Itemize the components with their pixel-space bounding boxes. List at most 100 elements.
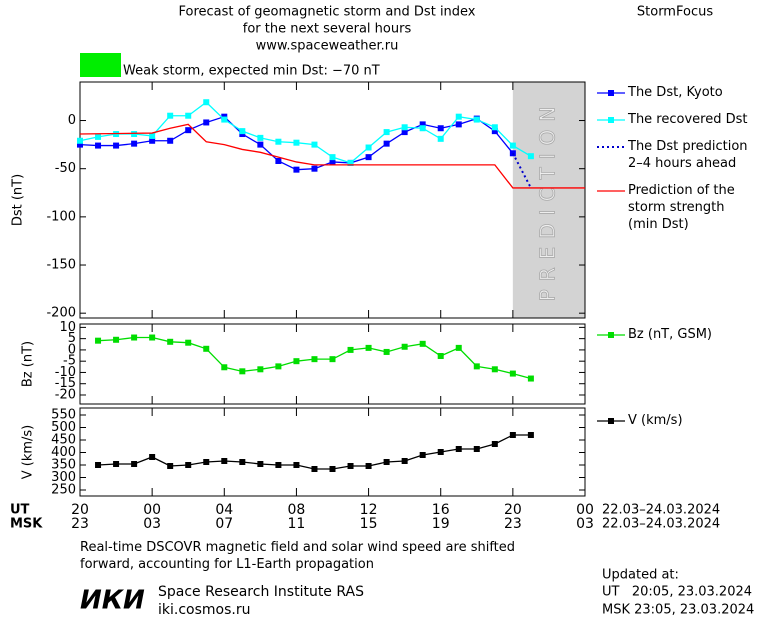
data-point xyxy=(455,446,462,452)
y-axis-label: Bz (nT) xyxy=(21,341,36,387)
data-point xyxy=(131,461,138,467)
data-point xyxy=(131,131,138,138)
data-point xyxy=(275,138,282,145)
y-tick-label: 0 xyxy=(68,342,76,357)
plot-frame xyxy=(79,323,586,405)
data-point xyxy=(203,345,210,352)
date-range: 22.03–24.03.2024 xyxy=(602,517,720,532)
data-point xyxy=(113,142,120,149)
x-row-label: MSK xyxy=(10,517,43,532)
y-tick-label: 300 xyxy=(51,470,76,485)
title-line: www.spaceweather.ru xyxy=(256,39,399,54)
data-point xyxy=(401,129,408,136)
x-tick-label: 20 xyxy=(71,502,89,518)
y-tick-label: 0 xyxy=(68,113,76,128)
data-point xyxy=(77,141,83,148)
data-point xyxy=(113,461,120,467)
data-point xyxy=(455,121,462,128)
legend-label: The Dst prediction 2–4 hours ahead xyxy=(628,139,748,171)
x2-tick-label: 03 xyxy=(143,516,161,532)
plot-frame xyxy=(79,81,586,319)
data-point xyxy=(131,140,138,147)
institute: Space Research Institute RAS xyxy=(158,584,364,600)
data-point xyxy=(257,134,264,141)
data-point xyxy=(401,458,408,464)
legend-label: The Dst, Kyoto xyxy=(628,85,723,100)
data-point xyxy=(437,125,444,132)
data-point xyxy=(131,334,138,341)
data-point xyxy=(239,459,246,465)
data-point xyxy=(185,462,192,468)
date-range: 22.03–24.03.2024 xyxy=(602,503,720,518)
data-point xyxy=(419,121,426,128)
data-point xyxy=(383,129,390,136)
data-point xyxy=(95,462,102,468)
x-tick-label: 04 xyxy=(215,502,233,518)
data-point xyxy=(77,137,83,144)
data-point xyxy=(203,459,210,465)
x-tick-label: 20 xyxy=(504,502,522,518)
legend-label: V (km/s) xyxy=(628,413,683,428)
data-point xyxy=(347,346,354,353)
data-point xyxy=(185,112,192,119)
legend-label: The recovered Dst xyxy=(628,112,748,127)
data-point xyxy=(473,116,480,123)
data-point xyxy=(509,370,516,377)
logo: ИКИ xyxy=(80,586,145,616)
data-point xyxy=(527,432,534,438)
data-point xyxy=(185,127,192,134)
band-label: PREDICTION xyxy=(535,99,559,302)
x-tick-label: 00 xyxy=(576,502,594,518)
y-tick-label: -5 xyxy=(63,354,76,369)
data-point xyxy=(329,158,336,165)
data-point xyxy=(311,141,318,148)
status-indicator xyxy=(80,53,121,77)
y-tick-label: -200 xyxy=(46,306,76,321)
data-point xyxy=(527,153,534,160)
data-point xyxy=(473,446,480,452)
data-point xyxy=(311,356,318,363)
data-point xyxy=(95,142,102,149)
data-point xyxy=(149,132,156,139)
data-point xyxy=(491,128,498,135)
data-point xyxy=(455,113,462,120)
updated-time: MSK 23:05, 23.03.2024 xyxy=(602,603,754,618)
y-tick-label: -20 xyxy=(55,387,76,402)
data-point xyxy=(149,334,156,341)
data-point xyxy=(509,142,516,149)
x-tick-label: 00 xyxy=(143,502,161,518)
data-point xyxy=(401,124,408,131)
data-point xyxy=(437,353,444,359)
y-tick-label: 400 xyxy=(51,445,76,460)
data-point xyxy=(275,462,282,468)
x2-tick-label: 15 xyxy=(360,516,378,532)
data-point xyxy=(95,337,102,344)
title-line: Forecast of geomagnetic storm and Dst in… xyxy=(178,5,475,20)
data-point xyxy=(491,124,498,131)
y-tick-label: 500 xyxy=(51,420,76,435)
data-point xyxy=(257,141,264,148)
x2-tick-label: 11 xyxy=(288,516,306,532)
x-tick-label: 12 xyxy=(360,502,378,518)
data-point xyxy=(419,125,426,132)
data-point xyxy=(257,366,264,373)
data-point xyxy=(347,159,354,166)
data-point xyxy=(293,166,300,173)
data-point xyxy=(347,463,354,469)
updated-title: Updated at: xyxy=(602,568,679,583)
x-tick-label: 08 xyxy=(288,502,306,518)
data-point xyxy=(365,463,372,469)
data-point xyxy=(293,358,300,365)
data-point xyxy=(437,449,444,455)
data-point xyxy=(383,459,390,465)
y-tick-label: -100 xyxy=(46,209,76,224)
data-point xyxy=(221,364,228,371)
y-axis-label: V (km/s) xyxy=(21,425,36,480)
y-tick-label: -15 xyxy=(55,376,76,391)
data-point xyxy=(185,339,192,346)
data-point xyxy=(311,165,318,172)
y-tick-label: -150 xyxy=(46,258,76,273)
y-tick-label: -10 xyxy=(55,365,76,380)
data-point xyxy=(203,119,210,126)
data-point xyxy=(401,343,408,350)
